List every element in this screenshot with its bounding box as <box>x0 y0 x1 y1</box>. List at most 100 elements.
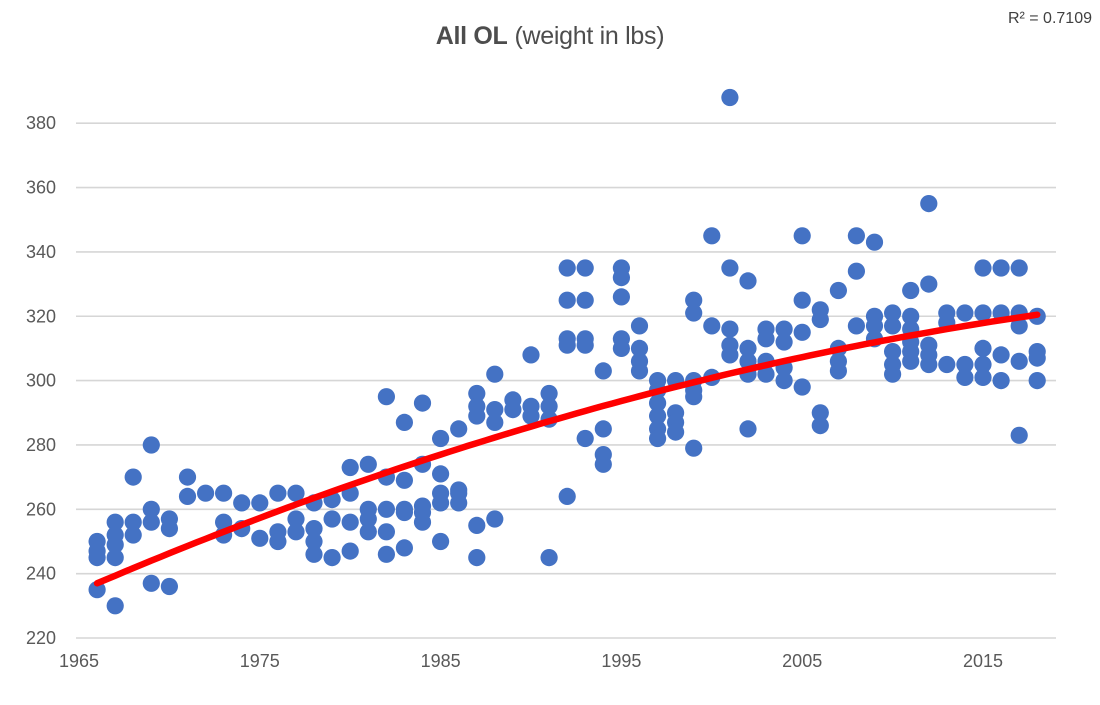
data-point <box>160 520 178 538</box>
data-point <box>233 494 251 512</box>
y-tick-label: 340 <box>26 242 56 262</box>
data-point <box>305 545 323 563</box>
data-point <box>902 307 920 325</box>
data-point <box>775 372 793 390</box>
data-point <box>884 343 902 361</box>
data-point <box>612 288 631 306</box>
scatter-points <box>88 88 1046 615</box>
data-point <box>1028 349 1046 367</box>
data-point <box>486 365 504 383</box>
data-point <box>630 339 649 357</box>
data-point <box>432 429 450 448</box>
x-axis-labels: 1965 1975 1985 1995 2005 2015 <box>59 651 1003 671</box>
data-point <box>432 532 450 551</box>
data-point <box>703 227 721 245</box>
data-point <box>540 549 558 567</box>
data-point <box>377 545 395 563</box>
data-point <box>685 388 703 406</box>
data-point <box>558 291 576 309</box>
data-point <box>88 581 106 599</box>
data-point <box>884 365 902 383</box>
data-point <box>974 339 992 357</box>
data-point <box>811 404 829 422</box>
data-point <box>721 259 739 277</box>
data-point <box>902 281 920 300</box>
data-point <box>649 429 667 448</box>
data-point <box>468 516 486 535</box>
data-point <box>920 275 938 293</box>
gridlines <box>76 122 1056 639</box>
data-point <box>377 523 395 541</box>
data-point <box>612 269 631 287</box>
data-point <box>1010 317 1028 335</box>
data-point <box>287 484 305 502</box>
data-point <box>142 500 160 518</box>
data-point <box>612 339 631 357</box>
data-point <box>160 577 178 596</box>
data-point <box>974 259 992 277</box>
data-point <box>395 471 413 489</box>
data-point <box>739 272 757 290</box>
r-squared-label: R² = 0.7109 <box>1007 10 1092 27</box>
data-point <box>558 487 576 505</box>
data-point <box>811 310 829 329</box>
data-point <box>395 413 413 431</box>
data-point <box>902 352 920 370</box>
data-point <box>178 468 197 486</box>
data-point <box>847 262 866 280</box>
data-point <box>649 407 667 425</box>
data-point <box>106 597 124 615</box>
data-point <box>323 549 341 567</box>
data-point <box>558 336 576 354</box>
data-point <box>847 317 866 335</box>
data-point <box>287 510 305 528</box>
data-point <box>576 291 594 309</box>
data-point <box>703 317 721 335</box>
data-point <box>142 436 160 454</box>
data-point <box>829 281 848 300</box>
data-point <box>395 539 413 557</box>
data-point <box>178 487 197 505</box>
data-point <box>739 420 757 438</box>
data-point <box>106 513 124 531</box>
data-point <box>757 365 775 383</box>
data-point <box>920 355 938 374</box>
data-point <box>341 513 359 531</box>
data-point <box>522 407 540 425</box>
trendline <box>93 311 1041 587</box>
data-point <box>197 484 215 502</box>
data-point <box>269 484 287 502</box>
data-point <box>432 465 450 483</box>
y-tick-label: 360 <box>26 178 56 198</box>
data-point <box>793 227 811 245</box>
chart-title-subtitle: (weight in lbs) <box>514 22 665 50</box>
y-tick-label: 380 <box>26 113 56 133</box>
data-point <box>413 394 432 412</box>
data-point <box>468 549 486 567</box>
data-point <box>992 372 1010 390</box>
data-point <box>775 320 793 338</box>
data-point <box>757 330 775 348</box>
x-tick-label: 2005 <box>782 651 822 671</box>
data-point <box>829 362 848 380</box>
data-point <box>106 549 124 567</box>
data-point <box>88 549 106 567</box>
data-point <box>377 388 395 406</box>
data-point <box>594 455 612 473</box>
data-point <box>305 532 323 551</box>
data-point <box>992 346 1010 364</box>
data-point <box>1010 426 1028 444</box>
data-point <box>468 407 486 425</box>
y-tick-label: 300 <box>26 371 56 391</box>
data-point <box>486 413 504 431</box>
data-point <box>251 529 269 547</box>
data-point <box>359 523 377 541</box>
data-point <box>287 523 305 541</box>
y-tick-label: 320 <box>26 306 56 326</box>
data-point <box>142 513 160 531</box>
data-point <box>142 574 160 592</box>
data-point <box>1010 352 1028 370</box>
data-point <box>685 291 703 309</box>
data-point <box>685 304 703 322</box>
